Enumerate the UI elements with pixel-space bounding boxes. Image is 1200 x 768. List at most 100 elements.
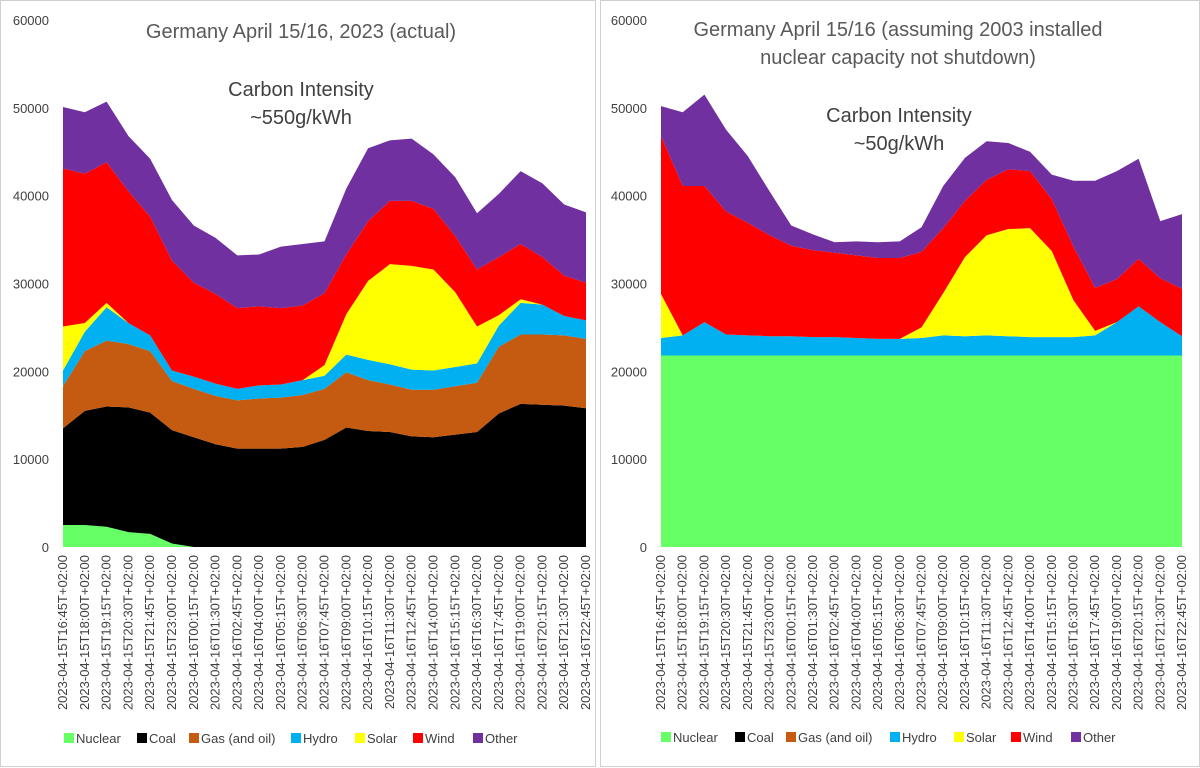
x-tick-label: 2023-04-15T18:00T+02:00 — [77, 555, 92, 710]
x-tick-label: 2023-04-15T21:45T+02:00 — [740, 555, 755, 710]
x-tick-label: 2023-04-16T01:30T+02:00 — [208, 555, 223, 710]
x-tick-label: 2023-04-16T12:45T+02:00 — [1000, 555, 1015, 710]
chart-title: Germany April 15/16 (assuming 2003 insta… — [693, 19, 1102, 41]
legend-swatch — [786, 732, 796, 742]
x-tick-label: 2023-04-16T14:00T+02:00 — [1022, 555, 1037, 710]
x-tick-label: 2023-04-16T19:00T+02:00 — [513, 555, 528, 710]
x-tick-label: 2023-04-16T21:30T+02:00 — [1152, 555, 1167, 710]
legend-swatch — [473, 733, 483, 743]
legend-swatch — [189, 733, 199, 743]
legend-label: Hydro — [902, 730, 937, 745]
x-tick-label: 2023-04-16T09:00T+02:00 — [338, 555, 353, 710]
x-tick-label: 2023-04-16T16:30T+02:00 — [469, 555, 484, 710]
legend-label: Hydro — [303, 731, 338, 746]
chart-panel-counterfactual: 0 10000 20000 30000 40000 50000 60000 2023-04-1… — [600, 0, 1200, 767]
legend-swatch — [661, 732, 671, 742]
x-tick-label: 2023-04-16T14:00T+02:00 — [425, 555, 440, 710]
x-tick-label: 2023-04-16T05:15T+02:00 — [273, 555, 288, 710]
x-tick-label: 2023-04-16T01:30T+02:00 — [805, 555, 820, 710]
area-other — [63, 101, 586, 309]
y-tick-label: 60000 — [611, 13, 647, 28]
x-tick-label: 2023-04-16T00:15T+02:00 — [186, 555, 201, 710]
x-tick-label: 2023-04-16T12:45T+02:00 — [404, 555, 419, 710]
area-hydro — [63, 302, 586, 401]
x-tick-label: 2023-04-16T02:45T+02:00 — [229, 555, 244, 710]
carbon-intensity-annotation: Carbon Intensity — [826, 105, 972, 127]
carbon-intensity-annotation: Carbon Intensity — [228, 79, 374, 101]
legend-swatch — [137, 733, 147, 743]
area-wind — [63, 162, 586, 389]
legend-swatch — [735, 732, 745, 742]
x-tick-label: 2023-04-16T06:30T+02:00 — [892, 555, 907, 710]
x-tick-label: 2023-04-16T22:45T+02:00 — [1174, 555, 1189, 710]
area-other — [661, 94, 1182, 289]
area-solar — [63, 264, 586, 389]
y-tick-label: 20000 — [611, 364, 647, 379]
legend-label: Nuclear — [76, 731, 121, 746]
x-tick-label: 2023-04-15T19:15T+02:00 — [696, 555, 711, 710]
area-nuclear — [661, 355, 1182, 547]
x-tick-label: 2023-04-15T23:00T+02:00 — [762, 555, 777, 710]
area-hydro — [661, 306, 1182, 356]
area-gas-and-oil — [63, 334, 586, 449]
x-tick-label: 2023-04-16T09:00T+02:00 — [935, 555, 950, 710]
legend-swatch — [954, 732, 964, 742]
legend-swatch — [291, 733, 301, 743]
legend-label: Coal — [149, 731, 176, 746]
x-tick-label: 2023-04-15T20:30T+02:00 — [718, 555, 733, 710]
chart-title: nuclear capacity not shutdown) — [760, 47, 1036, 69]
x-tick-label: 2023-04-15T16:45T+02:00 — [55, 555, 70, 710]
chart-title: Germany April 15/16, 2023 (actual) — [146, 21, 456, 43]
x-tick-label: 2023-04-16T16:30T+02:00 — [1065, 555, 1080, 710]
legend-label: Other — [1083, 730, 1116, 745]
legend-label: Wind — [1023, 730, 1053, 745]
y-tick-label: 40000 — [611, 189, 647, 204]
y-tick-label: 0 — [42, 540, 49, 555]
x-tick-label: 2023-04-16T06:30T+02:00 — [295, 555, 310, 710]
x-tick-label: 2023-04-15T23:00T+02:00 — [164, 555, 179, 710]
legend-swatch — [1011, 732, 1021, 742]
carbon-intensity-annotation: ~50g/kWh — [854, 133, 945, 155]
y-tick-label: 30000 — [611, 277, 647, 292]
x-tick-label: 2023-04-16T11:30T+02:00 — [382, 555, 397, 709]
carbon-intensity-annotation: ~550g/kWh — [250, 107, 352, 129]
x-tick-label: 2023-04-15T16:45T+02:00 — [653, 555, 668, 710]
x-tick-label: 2023-04-16T17:45T+02:00 — [1087, 555, 1102, 710]
y-tick-label: 40000 — [13, 189, 49, 204]
x-tick-label: 2023-04-16T21:30T+02:00 — [556, 555, 571, 710]
y-tick-label: 60000 — [13, 13, 49, 28]
x-tick-label: 2023-04-16T04:00T+02:00 — [848, 555, 863, 710]
legend-label: Gas (and oil) — [798, 730, 872, 745]
legend-label: Solar — [367, 731, 398, 746]
legend-label: Other — [485, 731, 518, 746]
x-tick-label: 2023-04-16T15:15T+02:00 — [447, 555, 462, 710]
y-tick-label: 10000 — [13, 452, 49, 467]
legend-swatch — [64, 733, 74, 743]
x-tick-label: 2023-04-16T00:15T+02:00 — [783, 555, 798, 710]
area-wind — [661, 135, 1182, 339]
x-tick-label: 2023-04-16T20:15T+02:00 — [1131, 555, 1146, 710]
y-tick-label: 20000 — [13, 364, 49, 379]
x-tick-label: 2023-04-16T07:45T+02:00 — [317, 555, 332, 710]
area-nuclear — [63, 525, 586, 547]
x-tick-label: 2023-04-16T22:45T+02:00 — [578, 555, 593, 710]
chart-panel-actual: 0 10000 20000 30000 40000 50000 60000 2023-04-1… — [0, 0, 596, 767]
y-tick-label: 50000 — [611, 101, 647, 116]
x-tick-label: 2023-04-16T04:00T+02:00 — [251, 555, 266, 710]
x-tick-label: 2023-04-16T07:45T+02:00 — [914, 555, 929, 710]
x-tick-label: 2023-04-16T02:45T+02:00 — [827, 555, 842, 710]
x-tick-label: 2023-04-16T10:15T+02:00 — [360, 555, 375, 710]
chart-counterfactual: 0 10000 20000 30000 40000 50000 60000 2023-04-1… — [611, 13, 1189, 745]
legend-swatch — [890, 732, 900, 742]
x-tick-label: 2023-04-16T05:15T+02:00 — [870, 555, 885, 710]
area-coal — [63, 403, 586, 547]
legend-swatch — [355, 733, 365, 743]
x-tick-label: 2023-04-16T10:15T+02:00 — [957, 555, 972, 710]
legend-label: Gas (and oil) — [201, 731, 275, 746]
x-tick-label: 2023-04-16T20:15T+02:00 — [534, 555, 549, 710]
x-tick-label: 2023-04-15T20:30T+02:00 — [120, 555, 135, 710]
chart-actual: 0 10000 20000 30000 40000 50000 60000 2023-04-1… — [13, 13, 593, 746]
x-tick-label: 2023-04-16T19:00T+02:00 — [1109, 555, 1124, 710]
x-tick-label: 2023-04-15T19:15T+02:00 — [99, 555, 114, 710]
y-tick-label: 30000 — [13, 277, 49, 292]
